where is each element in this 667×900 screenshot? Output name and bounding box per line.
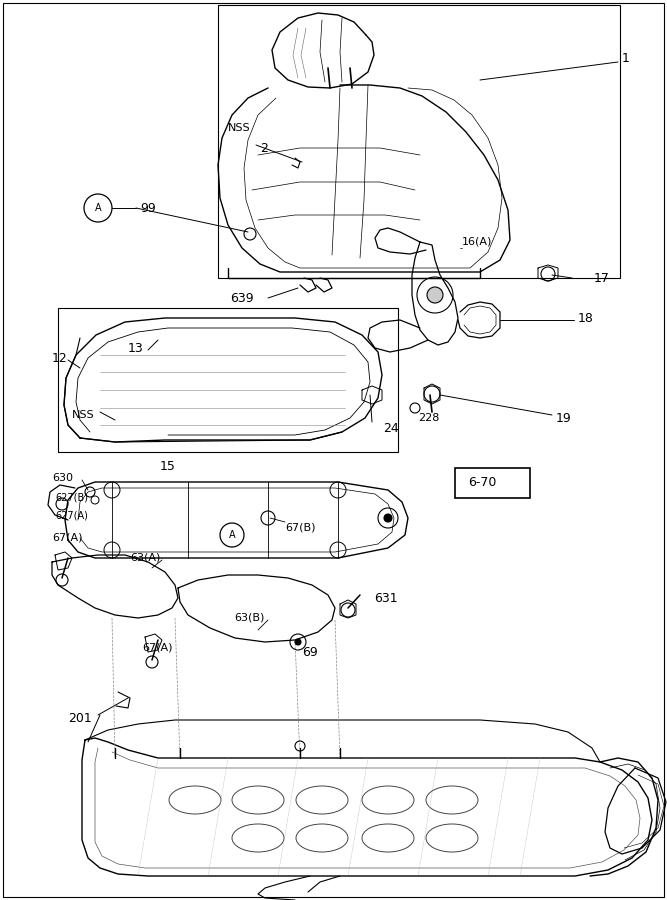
Text: 18: 18 [578,311,594,325]
Text: 19: 19 [556,411,572,425]
Text: 630: 630 [52,473,73,483]
Text: 12: 12 [52,352,68,365]
Bar [455,468,530,498]
Ellipse shape [426,786,478,814]
Text: 17: 17 [594,272,610,284]
Text: NSS: NSS [228,123,251,133]
Text: 99: 99 [140,202,156,214]
Bar [58,308,398,452]
Circle shape [427,287,443,303]
Text: 15: 15 [160,460,176,473]
Circle shape [384,514,392,522]
Ellipse shape [169,786,221,814]
Text: 13: 13 [128,341,144,355]
Ellipse shape [426,824,478,852]
Text: 627(B): 627(B) [55,493,88,503]
Ellipse shape [232,786,284,814]
Text: 63(A): 63(A) [130,553,160,563]
Ellipse shape [362,786,414,814]
Text: 16(A): 16(A) [462,237,492,247]
Text: 2: 2 [260,141,268,155]
Text: 24: 24 [383,421,399,435]
Text: 639: 639 [230,292,253,304]
Ellipse shape [296,824,348,852]
Text: 67(A): 67(A) [52,533,83,543]
Bar [218,5,620,278]
Text: A: A [229,530,235,540]
Text: 67(B): 67(B) [285,523,315,533]
Text: 228: 228 [418,413,440,423]
Ellipse shape [232,824,284,852]
Text: 201: 201 [68,712,92,724]
Text: 67(A): 67(A) [142,643,173,653]
Text: 631: 631 [374,591,398,605]
Text: 1: 1 [622,51,630,65]
Circle shape [295,639,301,645]
Text: A: A [95,203,101,213]
Text: 6-70: 6-70 [468,476,496,490]
Text: NSS: NSS [72,410,95,420]
Ellipse shape [362,824,414,852]
Text: 63(B): 63(B) [234,613,264,623]
Text: 627(A): 627(A) [55,510,88,520]
Ellipse shape [296,786,348,814]
Text: 69: 69 [302,645,317,659]
